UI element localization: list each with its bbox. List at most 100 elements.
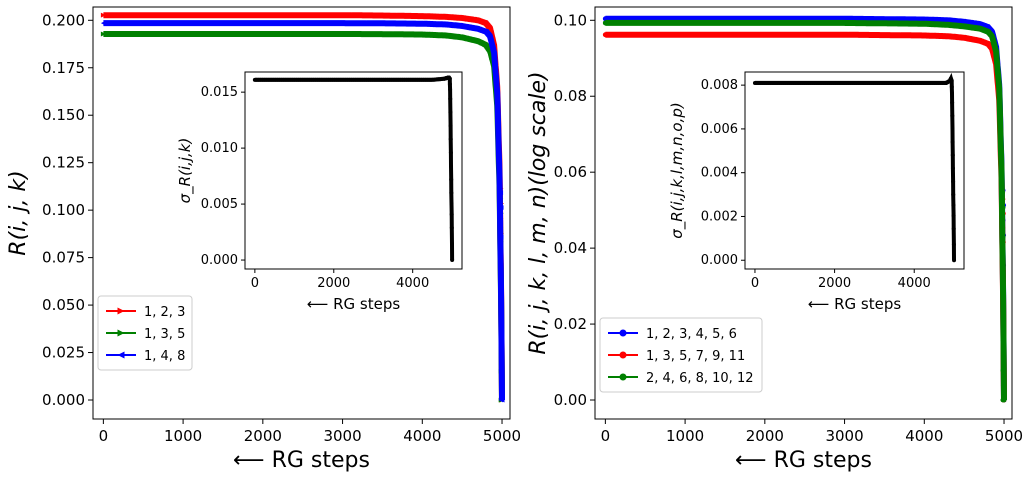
data-point: [353, 31, 359, 37]
data-point: [310, 31, 316, 37]
data-point: [316, 31, 322, 37]
data-point: [407, 13, 413, 19]
data-point: [494, 85, 500, 91]
data-point: [141, 31, 147, 37]
data-point: [419, 13, 425, 19]
data-point: [379, 13, 385, 19]
data-point: [439, 21, 445, 27]
y-tick-label: 0.200: [42, 11, 85, 29]
data-point: [471, 17, 477, 23]
data-point: [155, 12, 161, 18]
data-point: [474, 38, 480, 44]
x-axis-label: ⟵ RG steps: [735, 448, 872, 473]
data-point: [498, 308, 504, 314]
data-point: [407, 21, 413, 27]
inset-data-point: [449, 201, 454, 206]
data-point: [235, 12, 241, 18]
data-point: [993, 52, 999, 58]
data-point: [230, 31, 236, 37]
data-point: [169, 12, 175, 18]
data-point: [324, 31, 330, 37]
data-point: [499, 361, 505, 367]
data-point: [172, 20, 178, 26]
data-point: [218, 12, 224, 18]
data-point: [204, 20, 210, 26]
x-tick-label: 5000: [483, 427, 521, 445]
data-point: [143, 31, 149, 37]
data-point: [267, 20, 273, 26]
data-point: [227, 12, 233, 18]
data-point: [138, 20, 144, 26]
data-point: [304, 12, 310, 18]
inset-y-axis-label: σ_R(i,j,k): [176, 138, 195, 204]
data-point: [195, 20, 201, 26]
data-point: [100, 20, 106, 26]
data-point: [393, 31, 399, 37]
data-point: [382, 31, 388, 37]
legend-swatch-marker: [117, 351, 125, 359]
data-point: [161, 31, 167, 37]
inset-data-point: [447, 82, 452, 87]
data-point: [247, 12, 253, 18]
data-point: [428, 21, 434, 27]
data-point: [129, 20, 135, 26]
data-point: [321, 31, 327, 37]
data-point: [255, 12, 261, 18]
data-point: [275, 20, 281, 26]
data-point: [370, 31, 376, 37]
panel-1: 0 1000 2000 3000 4000 5000 0.000 0.025 0.050 0.07…: [6, 6, 521, 473]
legend-label: 1, 2, 3, 4, 5, 6: [646, 327, 737, 342]
data-point: [310, 12, 316, 18]
data-point: [453, 15, 459, 21]
data-point: [152, 12, 158, 18]
data-point: [189, 31, 195, 37]
data-point: [166, 20, 172, 26]
data-point: [493, 70, 499, 76]
data-point: [402, 31, 408, 37]
data-point: [238, 31, 244, 37]
data-point: [498, 249, 504, 255]
inset-data-point: [449, 190, 454, 195]
data-point: [207, 31, 213, 37]
inset-data-point: [952, 258, 957, 263]
data-point: [327, 12, 333, 18]
data-point: [998, 144, 1004, 150]
data-point: [195, 12, 201, 18]
data-point: [252, 12, 258, 18]
inset-x-axis-label: ⟵ RG steps: [808, 295, 902, 313]
data-point: [301, 31, 307, 37]
data-point: [498, 279, 504, 284]
data-point: [155, 20, 161, 26]
inset-data-point: [950, 153, 955, 158]
y-tick-label: 0.02: [554, 315, 587, 333]
data-point: [445, 33, 451, 39]
data-point: [1000, 205, 1006, 210]
data-point: [471, 25, 477, 31]
data-point: [462, 15, 468, 21]
data-point: [204, 12, 210, 18]
x-tick-label: 5000: [985, 427, 1023, 445]
data-point: [1000, 368, 1006, 373]
data-point: [319, 31, 325, 37]
data-point: [442, 21, 448, 27]
data-point: [399, 31, 405, 37]
data-point: [198, 20, 204, 26]
data-point: [356, 20, 362, 26]
inset-y-tick-label: 0.015: [201, 85, 238, 100]
inset-y-tick-label: 0.010: [201, 141, 238, 156]
data-point: [344, 31, 350, 37]
data-point: [362, 12, 368, 18]
data-point: [425, 32, 431, 38]
data-point: [281, 20, 287, 26]
data-point: [422, 21, 428, 27]
data-point: [493, 73, 499, 79]
data-point: [333, 31, 339, 37]
data-point: [347, 20, 353, 26]
data-point: [994, 56, 1000, 62]
data-point: [232, 20, 238, 26]
inset-data-point: [951, 213, 956, 218]
data-point: [238, 20, 244, 26]
data-point: [313, 20, 319, 26]
data-point: [465, 16, 471, 22]
